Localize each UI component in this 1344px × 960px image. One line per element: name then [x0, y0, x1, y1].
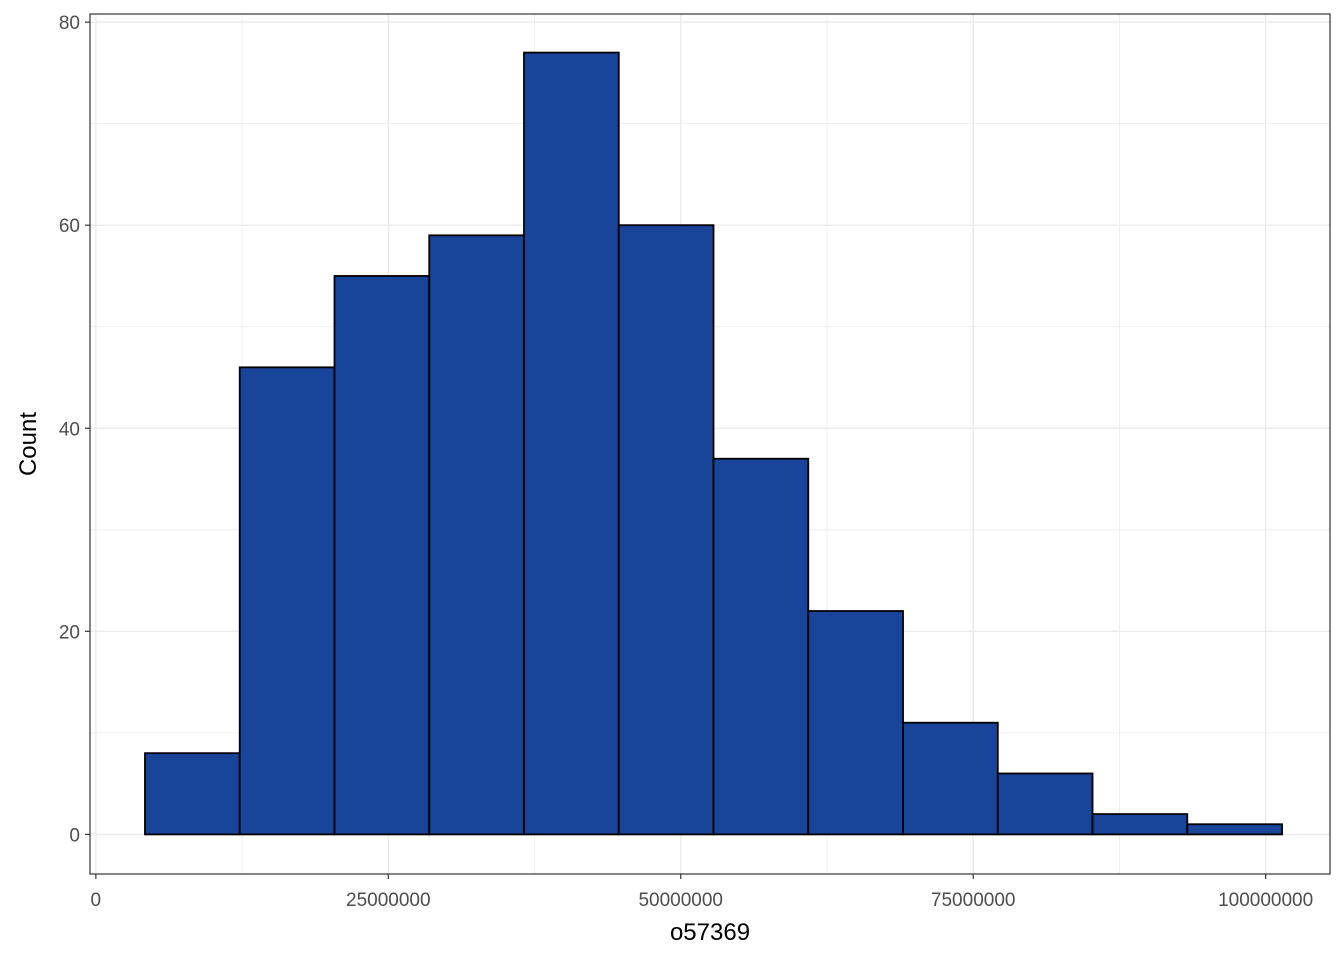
- x-tick-label: 0: [91, 890, 102, 911]
- histogram-bar: [523, 51, 620, 836]
- y-tick-label: 40: [59, 419, 80, 440]
- x-tick-label: 25000000: [346, 890, 431, 911]
- histogram-bar: [902, 721, 999, 836]
- histogram-bar: [428, 234, 525, 836]
- y-tick-label: 0: [69, 825, 80, 846]
- y-tick-label: 80: [59, 13, 80, 34]
- x-axis-title: o57369: [670, 919, 750, 946]
- y-axis-title: Count: [15, 412, 42, 476]
- axis-ticks: 0 25000000 50000000 75000000 100000000 0 20 40 6…: [59, 13, 1313, 911]
- y-tick-label: 20: [59, 622, 80, 643]
- x-tick-label: 50000000: [638, 890, 723, 911]
- panel-border: [89, 13, 1331, 875]
- histogram-bars: [144, 51, 1283, 836]
- histogram-bar: [807, 610, 904, 836]
- histogram-bar: [144, 752, 241, 836]
- histogram-bar: [712, 457, 810, 836]
- histogram-bar: [238, 366, 336, 836]
- x-tick-label: 100000000: [1218, 890, 1313, 911]
- x-tick-label: 75000000: [931, 890, 1016, 911]
- histogram-bar: [1186, 823, 1283, 836]
- histogram-bar: [1091, 813, 1189, 836]
- histogram-bar: [333, 275, 431, 836]
- histogram-bar: [617, 224, 715, 836]
- histogram-bar: [996, 772, 1094, 836]
- y-tick-label: 60: [59, 216, 80, 237]
